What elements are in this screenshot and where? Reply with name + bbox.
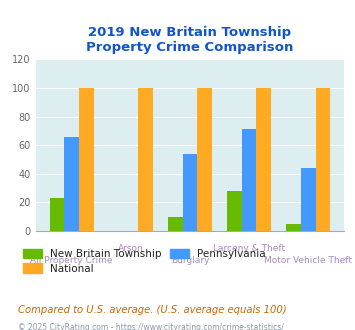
Bar bbox=[138, 88, 153, 231]
Bar bbox=[197, 88, 212, 231]
Bar bbox=[242, 129, 256, 231]
Text: Motor Vehicle Theft: Motor Vehicle Theft bbox=[264, 256, 352, 265]
Text: Arson: Arson bbox=[118, 244, 144, 252]
Bar bbox=[286, 224, 301, 231]
Text: Burglary: Burglary bbox=[171, 256, 209, 265]
Bar bbox=[64, 137, 79, 231]
Bar bbox=[79, 88, 94, 231]
Bar bbox=[182, 154, 197, 231]
Text: Compared to U.S. average. (U.S. average equals 100): Compared to U.S. average. (U.S. average … bbox=[18, 305, 286, 315]
Legend: New Britain Township, National, Pennsylvania: New Britain Township, National, Pennsylv… bbox=[23, 249, 266, 274]
Bar bbox=[301, 168, 316, 231]
Bar bbox=[316, 88, 330, 231]
Text: © 2025 CityRating.com - https://www.cityrating.com/crime-statistics/: © 2025 CityRating.com - https://www.city… bbox=[18, 323, 284, 330]
Bar bbox=[168, 217, 182, 231]
Title: 2019 New Britain Township
Property Crime Comparison: 2019 New Britain Township Property Crime… bbox=[86, 26, 294, 54]
Text: All Property Crime: All Property Crime bbox=[31, 256, 113, 265]
Bar bbox=[50, 198, 64, 231]
Bar bbox=[256, 88, 271, 231]
Bar bbox=[227, 191, 242, 231]
Text: Larceny & Theft: Larceny & Theft bbox=[213, 244, 285, 252]
